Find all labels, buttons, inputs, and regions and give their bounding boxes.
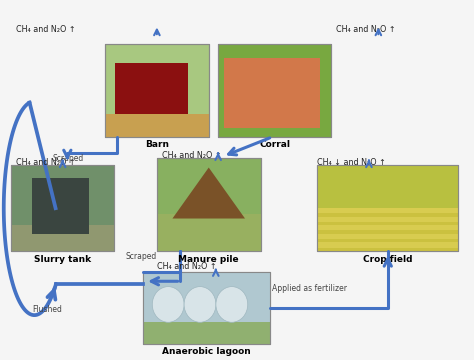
Bar (116, 63, 188, 123)
Bar (105, 44, 209, 137)
Bar (105, 114, 209, 137)
Text: Manure pile: Manure pile (178, 255, 239, 264)
Bar (157, 214, 261, 251)
Bar (143, 273, 270, 322)
Text: Scraped: Scraped (126, 252, 157, 261)
Text: Flushed: Flushed (32, 305, 62, 314)
Bar (317, 222, 458, 225)
Bar (317, 230, 458, 234)
Text: CH₄ and N₂O ↑: CH₄ and N₂O ↑ (16, 158, 75, 167)
Ellipse shape (216, 287, 248, 322)
Polygon shape (173, 167, 245, 219)
Text: Corral: Corral (259, 140, 290, 149)
Text: CH₄ and N₂O ↑: CH₄ and N₂O ↑ (162, 151, 221, 160)
Bar (11, 165, 115, 251)
Bar (105, 44, 209, 137)
Bar (317, 165, 458, 208)
Bar (218, 44, 331, 137)
Text: Slurry tank: Slurry tank (34, 255, 91, 264)
Text: Barn: Barn (145, 140, 169, 149)
Bar (317, 208, 458, 251)
Ellipse shape (184, 287, 216, 322)
Text: CH₄ ↓ and N₂O ↑: CH₄ ↓ and N₂O ↑ (317, 158, 386, 167)
Bar (317, 239, 458, 242)
Text: Scraped: Scraped (53, 154, 84, 163)
Text: Applied as fertilizer: Applied as fertilizer (273, 284, 347, 293)
Bar (218, 44, 331, 137)
Bar (32, 178, 89, 234)
Bar (317, 165, 458, 251)
Bar (11, 225, 115, 251)
Bar (143, 273, 270, 344)
Bar (157, 158, 261, 251)
Text: Crop field: Crop field (363, 255, 412, 264)
Bar (317, 165, 458, 251)
Text: Anaerobic lagoon: Anaerobic lagoon (162, 347, 251, 356)
Bar (224, 58, 320, 127)
Bar (317, 248, 458, 251)
Bar (317, 213, 458, 217)
Text: CH₄ and N₂O ↑: CH₄ and N₂O ↑ (336, 24, 396, 33)
Text: CH₄ and N₂O ↑: CH₄ and N₂O ↑ (16, 24, 75, 33)
Bar (143, 273, 270, 344)
Text: CH₄ and N₂O ↑: CH₄ and N₂O ↑ (157, 262, 217, 271)
Bar (157, 158, 261, 251)
Bar (11, 165, 115, 251)
Ellipse shape (152, 287, 184, 322)
Bar (143, 315, 270, 344)
